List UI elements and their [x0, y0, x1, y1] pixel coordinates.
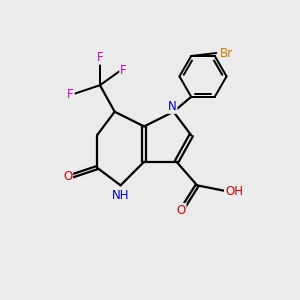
- Text: N: N: [168, 100, 176, 113]
- Text: F: F: [120, 64, 127, 77]
- Text: OH: OH: [225, 185, 243, 198]
- Text: NH: NH: [112, 189, 129, 202]
- Text: Br: Br: [220, 46, 233, 59]
- Text: O: O: [63, 170, 72, 183]
- Text: F: F: [97, 51, 103, 64]
- Text: F: F: [67, 88, 74, 100]
- Text: O: O: [176, 204, 185, 217]
